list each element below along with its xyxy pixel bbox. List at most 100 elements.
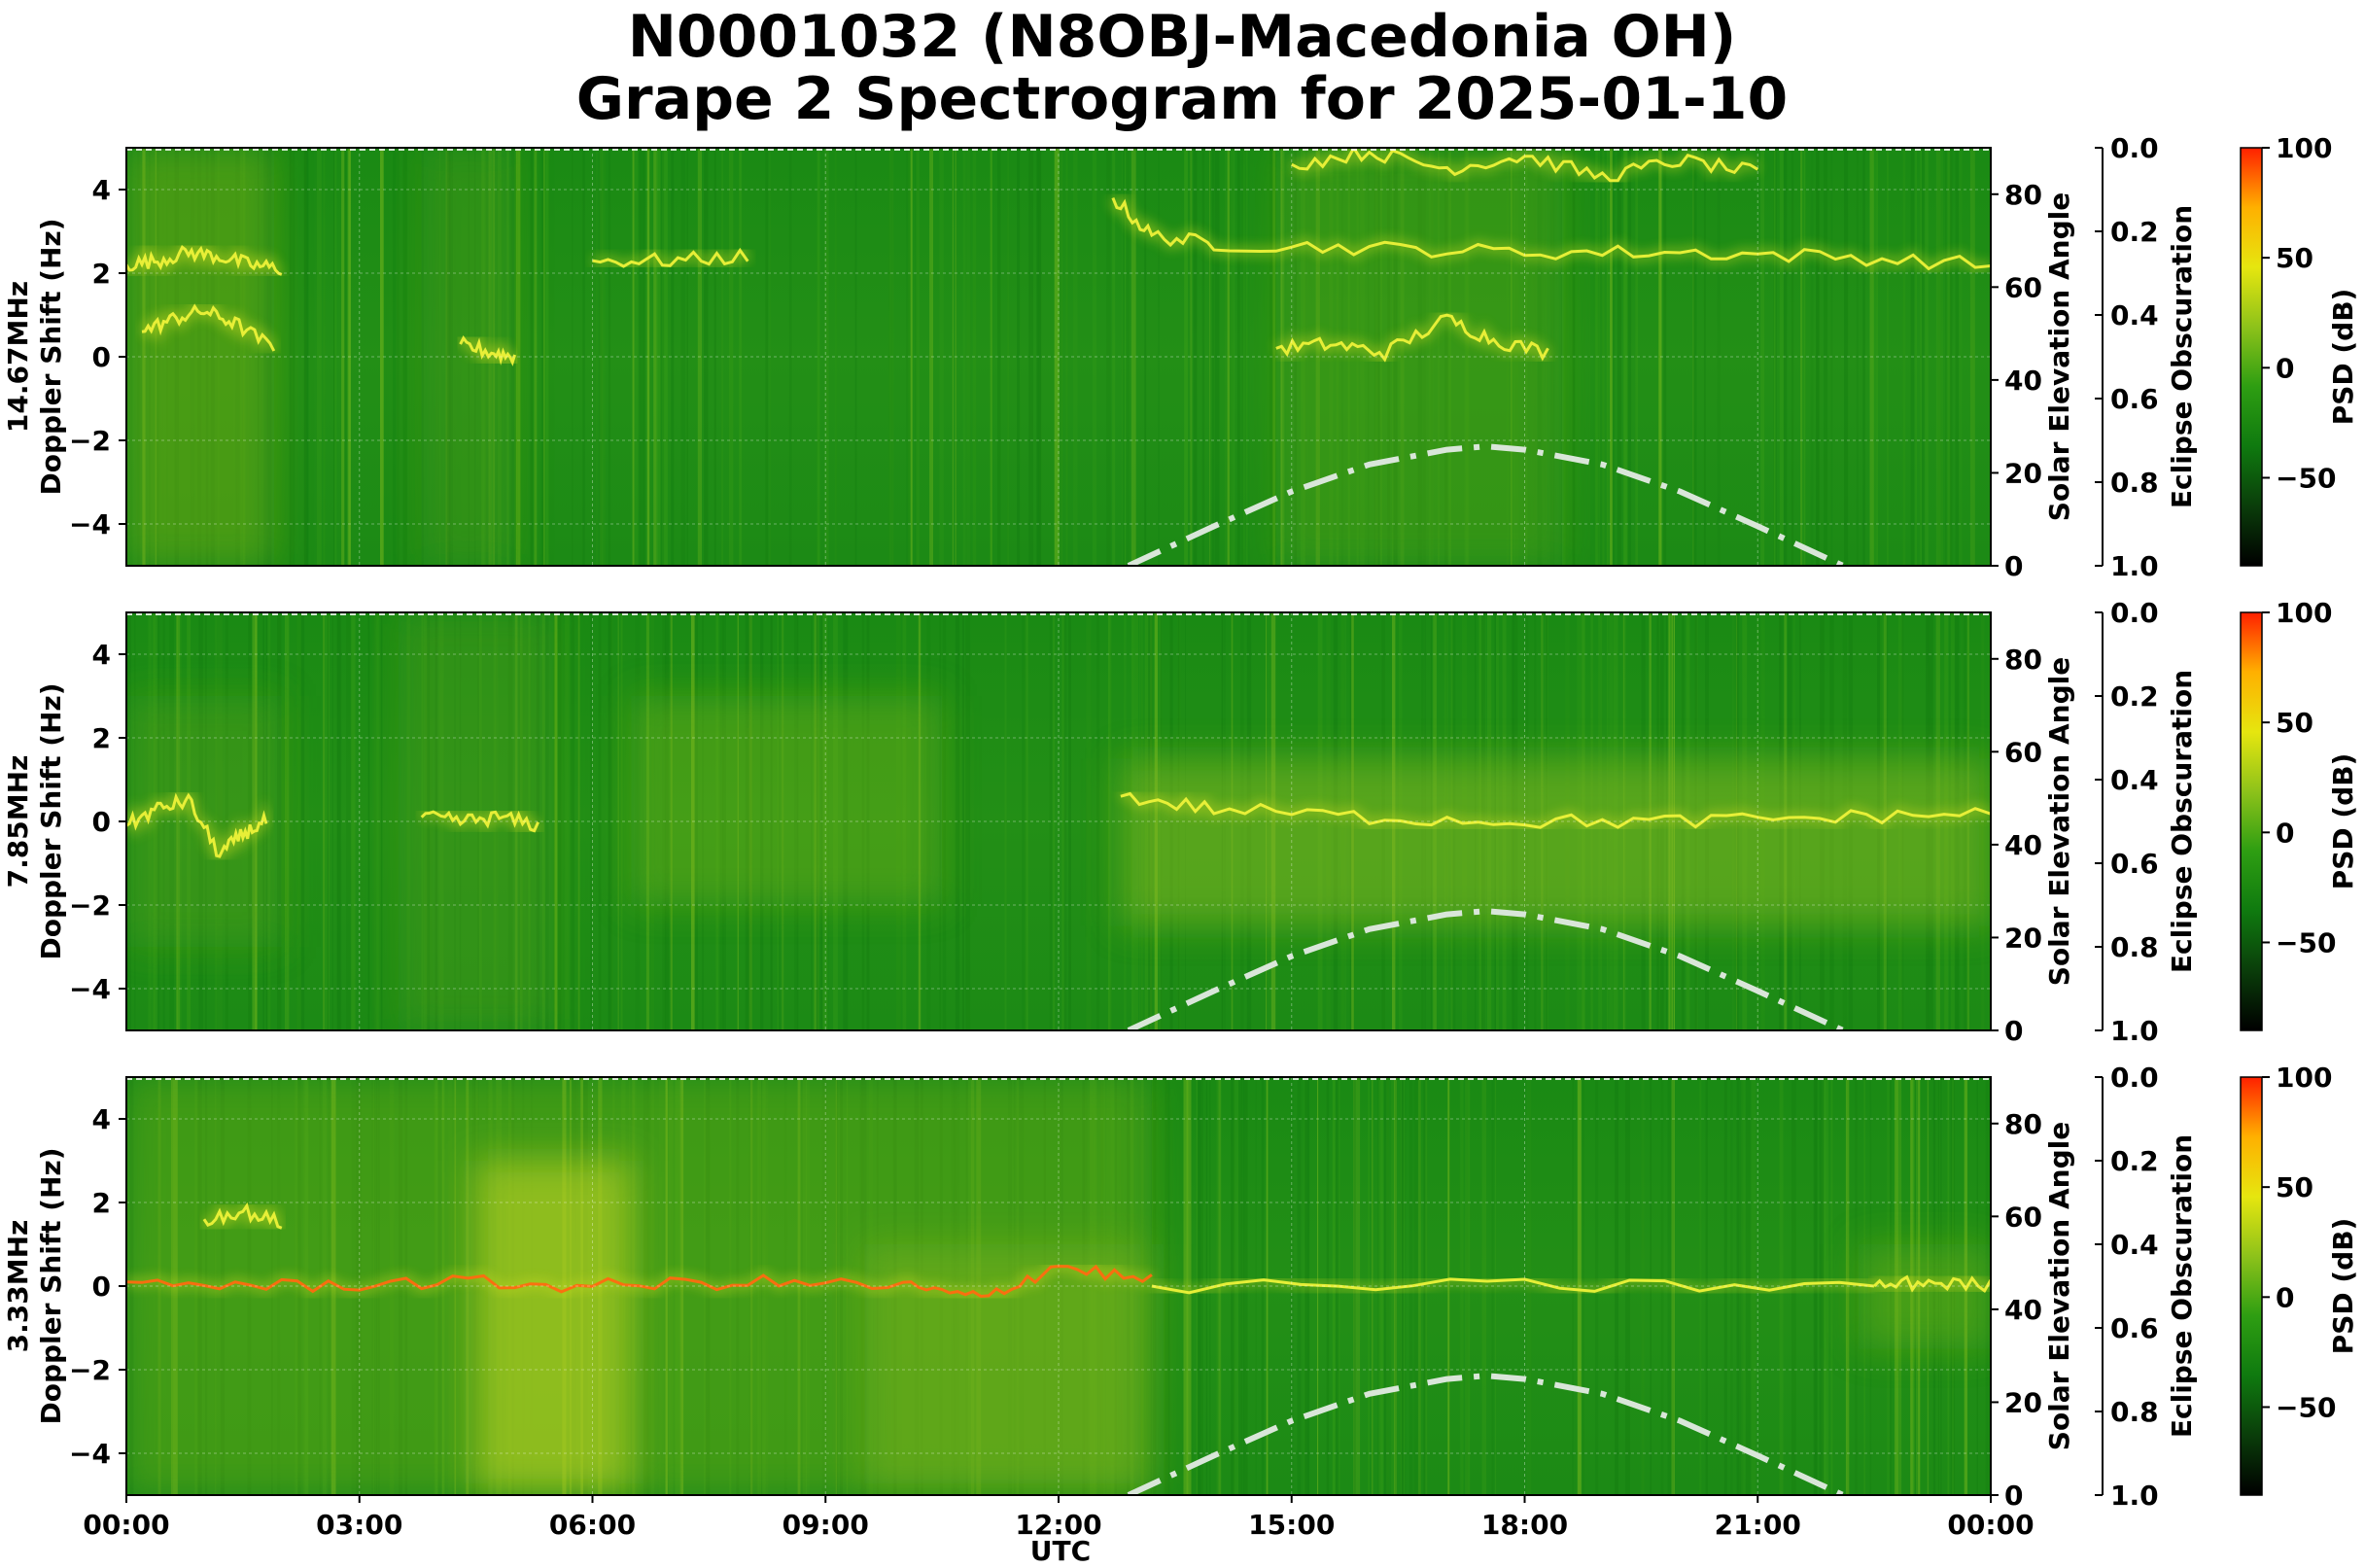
psd-tick-label: 100: [2276, 1062, 2332, 1094]
carrier-trace: [126, 244, 283, 276]
eclipse-tick-label: 1.0: [2110, 550, 2159, 582]
x-tick-label: 09:00: [783, 1509, 869, 1541]
eclipse-axis-label: Eclipse Obscuration: [2166, 205, 2198, 508]
psd-label: PSD (dB): [2327, 289, 2359, 426]
doppler-axis-label: 3.33MHzDoppler Shift (Hz): [2, 1147, 67, 1424]
doppler-tick-label: 2: [92, 258, 111, 290]
carrier-trace: [202, 1202, 283, 1230]
doppler-tick-label: 4: [92, 174, 111, 206]
doppler-tick-label: 2: [92, 1187, 111, 1219]
doppler-axis-label: 7.85MHzDoppler Shift (Hz): [2, 682, 67, 959]
x-tick-label: 12:00: [1015, 1509, 1101, 1541]
eclipse-tick-label: 1.0: [2110, 1015, 2159, 1047]
carrier-trace: [420, 810, 539, 833]
carrier-trace: [1275, 313, 1549, 363]
x-tick-label: 00:00: [83, 1509, 169, 1541]
doppler-axis-label: 14.67MHzDoppler Shift (Hz): [2, 218, 67, 495]
psd-label: PSD (dB): [2327, 1218, 2359, 1355]
elevation-tick-label: 80: [2004, 1108, 2042, 1140]
psd-colorbar: 100 50 0 −50 PSD (dB): [2240, 597, 2359, 1031]
solar-elevation-axis: 80 60 40 20 0 Solar Elevation Angle: [1991, 1108, 2075, 1512]
doppler-axis: 4 2 0 −2 −414.67MHzDoppler Shift (Hz): [2, 174, 126, 540]
grid: [125, 612, 1992, 1030]
x-tick-label: 06:00: [549, 1509, 636, 1541]
elevation-tick-label: 40: [2004, 829, 2042, 861]
panels: 420−2−414.67MHzDoppler Shift (Hz)8060402…: [2, 132, 2359, 1512]
x-tick-label: 03:00: [316, 1509, 402, 1541]
eclipse-tick-label: 0.8: [2110, 467, 2159, 499]
psd-tick-label: 0: [2276, 817, 2294, 849]
carrier-trace: [1873, 1274, 1991, 1293]
eclipse-tick-label: 0.4: [2110, 764, 2159, 796]
chart-subtitle: Grape 2 Spectrogram for 2025-01-10: [576, 65, 1788, 133]
elevation-tick-label: 0: [2004, 1015, 2023, 1047]
carrier-trace: [592, 247, 749, 268]
panel-3: 420−2−43.33MHzDoppler Shift (Hz)80604020…: [2, 1062, 2359, 1512]
grid: [125, 148, 1992, 566]
elevation-tick-label: 80: [2004, 179, 2042, 211]
carrier-traces: [126, 1195, 1991, 1302]
carrier-trace: [141, 303, 276, 352]
psd-colorbar: 100 50 0 −50 PSD (dB): [2240, 1062, 2359, 1496]
doppler-tick-label: 2: [92, 722, 111, 754]
carrier-trace: [1111, 197, 1991, 271]
eclipse-tick-label: 0.6: [2110, 848, 2159, 880]
psd-colorbar: 100 50 0 −50 PSD (dB): [2240, 132, 2359, 567]
doppler-tick-label: 0: [92, 1271, 111, 1303]
x-tick-label: 00:00: [1947, 1509, 2034, 1541]
psd-tick-label: 50: [2276, 707, 2313, 739]
doppler-tick-label: −2: [69, 425, 111, 457]
psd-tick-label: −50: [2276, 462, 2336, 494]
chart-title: N0001032 (N8OBJ-Macedonia OH): [628, 3, 1737, 71]
psd-tick-label: −50: [2276, 1391, 2336, 1423]
psd-tick-label: 0: [2276, 352, 2294, 384]
solar-elevation-axis: 80 60 40 20 0 Solar Elevation Angle: [1991, 179, 2075, 582]
doppler-tick-label: 0: [92, 806, 111, 838]
doppler-tick-label: 4: [92, 1103, 111, 1135]
x-tick-label: 18:00: [1481, 1509, 1568, 1541]
eclipse-tick-label: 0.4: [2110, 299, 2159, 331]
elevation-tick-label: 60: [2004, 271, 2042, 303]
solar-elevation-label: Solar Elevation Angle: [2043, 192, 2075, 521]
eclipse-axis: 0.0 0.2 0.4 0.6 0.8 1.0 Eclipse Obscuration: [2095, 132, 2198, 582]
elevation-tick-label: 40: [2004, 365, 2042, 397]
solar-elevation-curve: [1127, 908, 1845, 1030]
carrier-trace: [126, 1264, 1153, 1299]
psd-tick-label: 100: [2276, 597, 2332, 629]
eclipse-tick-label: 0.6: [2110, 383, 2159, 415]
elevation-tick-label: 0: [2004, 550, 2023, 582]
psd-tick-label: −50: [2276, 926, 2336, 958]
eclipse-tick-label: 1.0: [2110, 1480, 2159, 1512]
eclipse-tick-label: 0.8: [2110, 931, 2159, 963]
panel-2: 420−2−47.85MHzDoppler Shift (Hz)80604020…: [2, 597, 2359, 1047]
doppler-axis: 4 2 0 −2 −43.33MHzDoppler Shift (Hz): [2, 1103, 126, 1470]
elevation-tick-label: 20: [2004, 457, 2042, 489]
carrier-trace: [126, 792, 268, 858]
elevation-tick-label: 40: [2004, 1294, 2042, 1326]
elevation-tick-label: 80: [2004, 644, 2042, 676]
doppler-tick-label: −2: [69, 889, 111, 922]
eclipse-tick-label: 0.2: [2110, 1145, 2159, 1177]
doppler-tick-label: 4: [92, 639, 111, 671]
psd-label: PSD (dB): [2327, 753, 2359, 890]
eclipse-tick-label: 0.2: [2110, 680, 2159, 713]
x-tick-label: 21:00: [1715, 1509, 1801, 1541]
psd-tick-label: 50: [2276, 1171, 2313, 1203]
solar-elevation-label: Solar Elevation Angle: [2043, 657, 2075, 986]
elevation-tick-label: 60: [2004, 1201, 2042, 1233]
spectrogram-2: [126, 612, 1991, 1030]
eclipse-tick-label: 0.0: [2110, 1062, 2159, 1094]
psd-tick-label: 100: [2276, 132, 2332, 164]
doppler-tick-label: 0: [92, 341, 111, 373]
solar-elevation-curve: [1127, 443, 1845, 566]
x-axis-label: UTC: [1030, 1535, 1091, 1567]
eclipse-axis: 0.0 0.2 0.4 0.6 0.8 1.0 Eclipse Obscuration: [2095, 597, 2198, 1047]
doppler-tick-label: −4: [69, 1438, 111, 1470]
eclipse-axis-label: Eclipse Obscuration: [2166, 1134, 2198, 1438]
carrier-traces: [126, 148, 1991, 377]
eclipse-tick-label: 0.0: [2110, 597, 2159, 629]
grid: [125, 1077, 1992, 1495]
doppler-tick-label: −4: [69, 973, 111, 1005]
elevation-tick-label: 20: [2004, 922, 2042, 954]
